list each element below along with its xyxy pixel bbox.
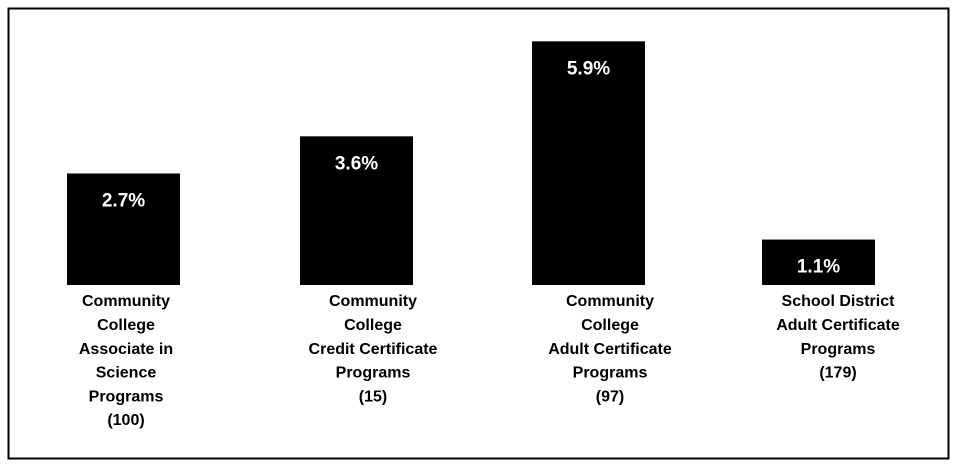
bar bbox=[300, 136, 413, 285]
category-label: School District bbox=[782, 293, 896, 310]
category-label: Adult Certificate bbox=[548, 341, 672, 358]
category-label: Community bbox=[566, 293, 654, 310]
category-label: Science bbox=[96, 365, 157, 382]
category-label: (179) bbox=[819, 365, 856, 382]
category-label: College bbox=[344, 317, 402, 334]
category-label: (15) bbox=[359, 388, 387, 405]
data-label: 2.7% bbox=[102, 191, 145, 212]
category-label: Programs bbox=[89, 388, 164, 405]
category-label: College bbox=[97, 317, 155, 334]
category-label: Programs bbox=[801, 341, 876, 358]
category-label: (97) bbox=[596, 388, 624, 405]
category-label: Associate in bbox=[79, 341, 173, 358]
category-label: Community bbox=[329, 293, 417, 310]
data-label: 5.9% bbox=[567, 58, 610, 79]
category-label: Adult Certificate bbox=[776, 317, 900, 334]
data-label: 3.6% bbox=[335, 153, 378, 174]
category-label: (100) bbox=[107, 412, 144, 429]
category-label: Community bbox=[82, 293, 170, 310]
category-label: College bbox=[581, 317, 639, 334]
data-label: 1.1% bbox=[797, 257, 840, 278]
bar bbox=[532, 41, 645, 285]
bar bbox=[762, 239, 875, 285]
category-label: Credit Certificate bbox=[309, 341, 438, 358]
bar bbox=[67, 173, 180, 285]
category-label: Programs bbox=[573, 365, 648, 382]
category-label: Programs bbox=[336, 365, 411, 382]
